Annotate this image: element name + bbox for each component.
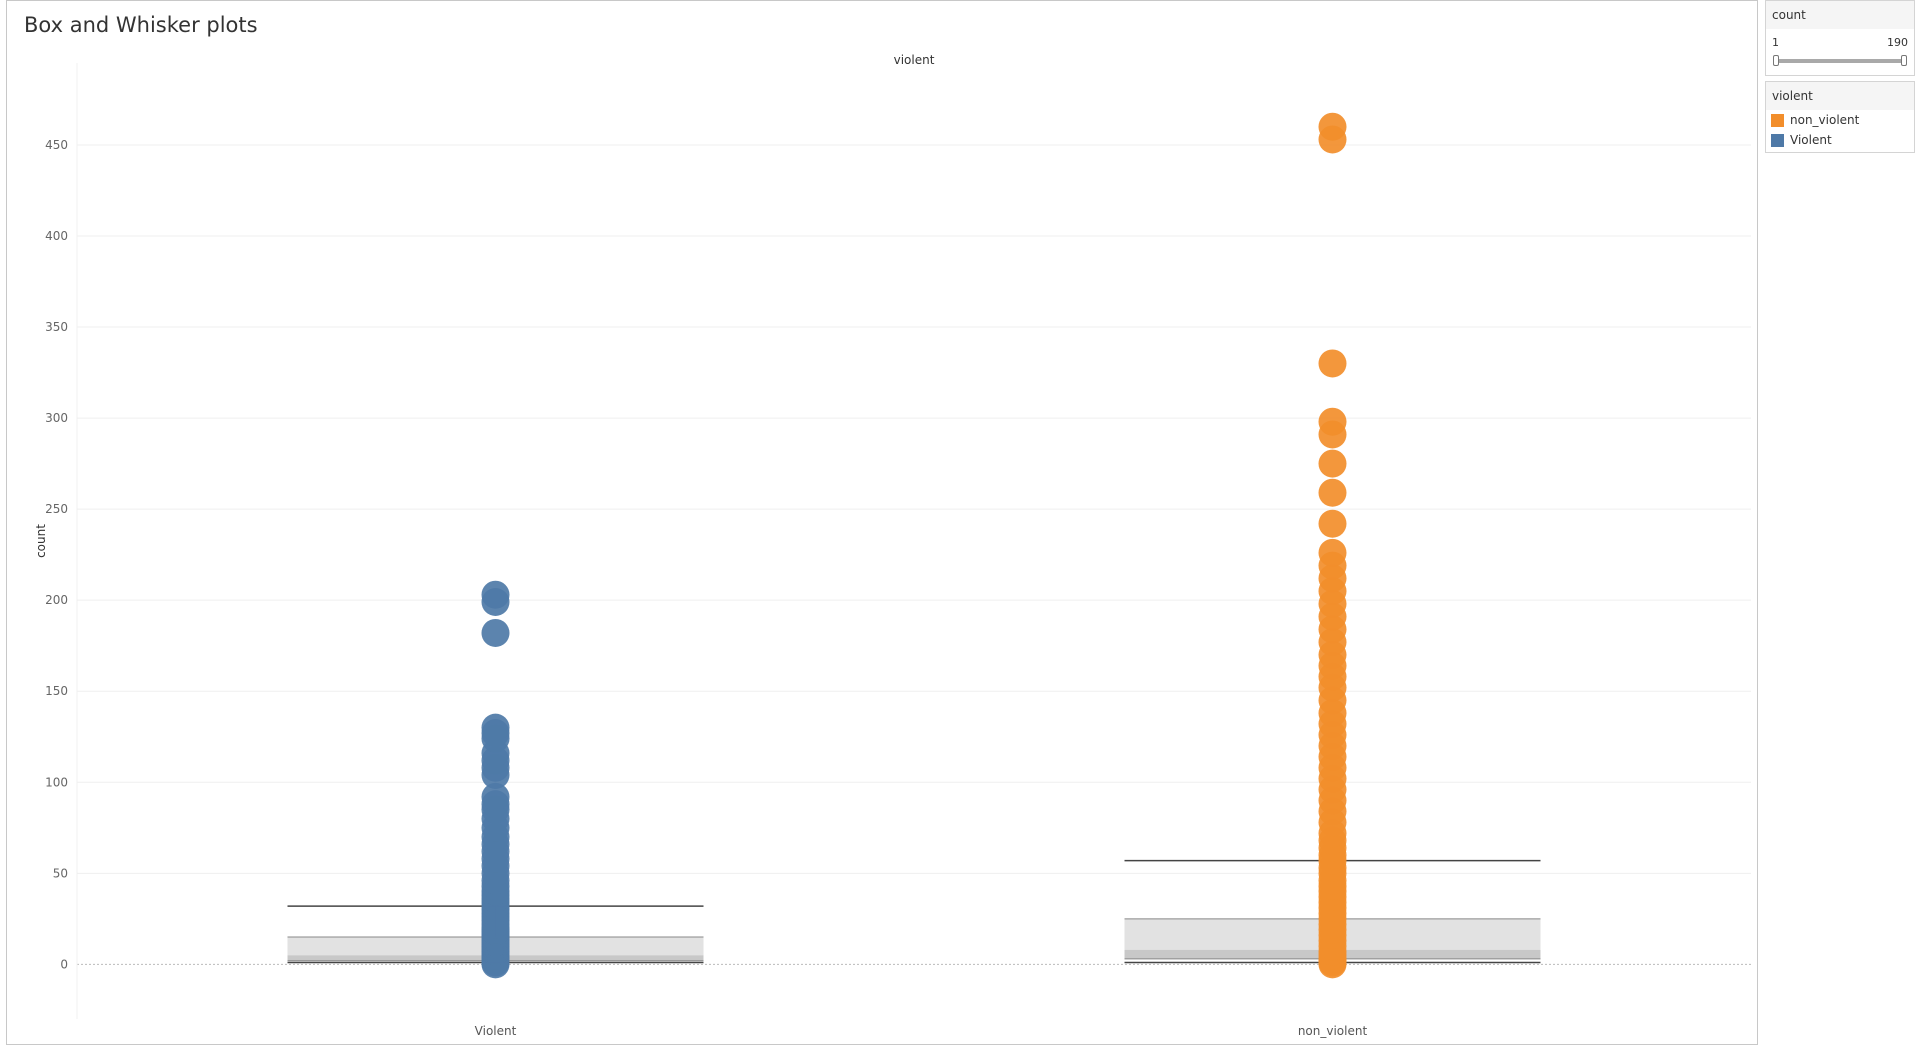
- y-tick-label: 450: [45, 138, 68, 152]
- data-point[interactable]: [1318, 112, 1347, 141]
- data-point[interactable]: [481, 618, 510, 647]
- y-tick-label: 100: [45, 775, 68, 789]
- y-axis-title: count: [34, 524, 48, 558]
- legend-swatch-violent: [1771, 133, 1784, 147]
- count-filter-title: count: [1766, 1, 1914, 29]
- x-category-label: Violent: [475, 1024, 517, 1038]
- data-point[interactable]: [481, 580, 510, 609]
- y-tick-label: 150: [45, 684, 68, 698]
- legend-label-non-violent: non_violent: [1790, 113, 1860, 127]
- y-tick-label: 200: [45, 593, 68, 607]
- column-header: violent: [894, 53, 935, 67]
- legend-title: violent: [1766, 82, 1914, 110]
- page-title: Box and Whisker plots: [24, 13, 258, 37]
- count-filter-card[interactable]: count 1 190: [1765, 0, 1915, 76]
- data-point[interactable]: [1318, 407, 1347, 436]
- count-filter-min: 1: [1772, 36, 1779, 49]
- y-tick-label: 350: [45, 320, 68, 334]
- count-range-slider[interactable]: [1776, 59, 1904, 63]
- y-tick-label: 300: [45, 411, 68, 425]
- legend-item-non-violent[interactable]: non_violent: [1766, 110, 1914, 130]
- data-point[interactable]: [1318, 478, 1347, 507]
- y-tick-label: 400: [45, 229, 68, 243]
- x-category-label: non_violent: [1298, 1024, 1368, 1038]
- y-tick-label: 250: [45, 502, 68, 516]
- y-tick-label: 50: [53, 866, 68, 880]
- count-filter-max: 190: [1887, 36, 1908, 49]
- visualization-frame: Box and Whisker plots 0 50 100 150 200 250 300…: [6, 0, 1758, 1045]
- data-point[interactable]: [481, 713, 510, 742]
- legend-item-violent[interactable]: Violent: [1766, 130, 1914, 150]
- count-slider-min-handle[interactable]: [1773, 55, 1779, 66]
- data-point[interactable]: [1318, 509, 1347, 538]
- count-slider-max-handle[interactable]: [1901, 55, 1907, 66]
- legend-swatch-non-violent: [1771, 113, 1784, 127]
- data-point[interactable]: [1318, 449, 1347, 478]
- violent-legend-card: violent non_violent Violent: [1765, 81, 1915, 153]
- y-tick-label: 0: [60, 957, 68, 971]
- data-point[interactable]: [1318, 349, 1347, 378]
- box-whisker-chart[interactable]: 0 50 100 150 200 250 300 350 400 450 violent count V…: [7, 1, 1757, 1044]
- data-point[interactable]: [1318, 538, 1347, 567]
- legend-label-violent: Violent: [1790, 133, 1832, 147]
- data-point[interactable]: [481, 782, 510, 811]
